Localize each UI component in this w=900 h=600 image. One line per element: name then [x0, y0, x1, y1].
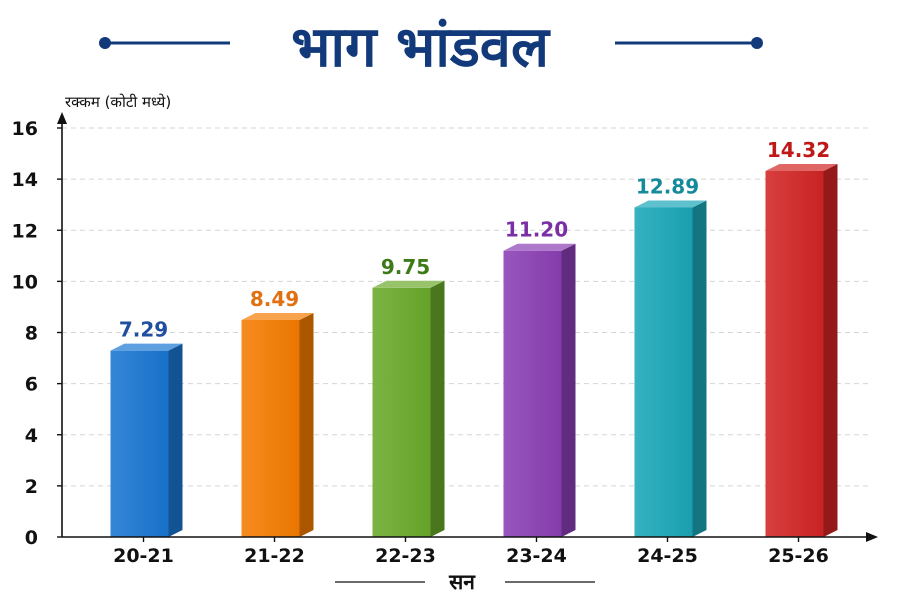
x-axis-arrow: [866, 532, 878, 542]
bar-side: [823, 163, 838, 537]
x-axis-label-group: सन: [335, 570, 595, 594]
y-axis-label: रक्कम (कोटी मध्ये): [65, 93, 171, 111]
y-tick-labels: 0 2 4 6 8 10 12 14 16: [12, 118, 62, 549]
bar-top: [241, 312, 314, 320]
chart-title: भाग भांडवल: [291, 15, 551, 80]
bar-top: [503, 243, 576, 251]
title-group: भाग भांडवल: [99, 15, 763, 80]
x-tick-label: 23-24: [506, 545, 567, 567]
bar-24-25: [634, 200, 707, 537]
bar-side: [692, 200, 707, 537]
y-tick-label: 16: [12, 118, 38, 140]
bar-front: [634, 207, 693, 537]
axes: [57, 112, 878, 542]
bar-side: [561, 243, 576, 537]
bar-front: [110, 350, 169, 537]
value-label: 7.29: [119, 318, 168, 342]
x-tick-label: 21-22: [244, 545, 305, 567]
title-right-dot: [751, 37, 763, 49]
bar-top: [110, 343, 183, 351]
value-label: 12.89: [636, 174, 699, 198]
value-label: 9.75: [381, 255, 430, 279]
bar-25-26: [765, 163, 838, 537]
x-tick-label: 25-26: [768, 545, 829, 567]
x-tick-label: 24-25: [637, 545, 698, 567]
value-label: 11.20: [505, 218, 568, 242]
bar-top: [765, 163, 838, 171]
y-tick-label: 0: [25, 527, 38, 549]
y-tick-label: 6: [25, 374, 38, 396]
y-tick-label: 10: [12, 271, 38, 293]
y-tick-label: 4: [25, 425, 38, 447]
bar-front: [241, 319, 300, 537]
grid-lines: [62, 127, 868, 487]
bar-front: [765, 170, 824, 537]
y-tick-label: 8: [25, 323, 38, 345]
bar-22-23: [372, 280, 445, 537]
bar-23-24: [503, 243, 576, 537]
bar-front: [503, 250, 562, 537]
bar-top: [372, 280, 445, 288]
x-axis-label: सन: [448, 570, 476, 594]
bar-front: [372, 287, 431, 537]
x-tick-labels: 20-21 21-22 22-23 23-24 24-25 25-26: [113, 537, 829, 567]
bar-21-22: [241, 312, 314, 537]
bar-side: [299, 312, 314, 537]
value-labels: 7.29 8.49 9.75 11.20 12.89 14.32: [119, 138, 830, 342]
x-tick-label: 20-21: [113, 545, 174, 567]
y-tick-label: 12: [12, 220, 38, 242]
y-tick-label: 2: [25, 476, 38, 498]
bar-20-21: [110, 343, 183, 537]
bar-side: [168, 343, 183, 537]
x-tick-label: 22-23: [375, 545, 436, 567]
bars: [110, 163, 838, 537]
value-label: 14.32: [767, 138, 830, 162]
bar-top: [634, 200, 707, 208]
bar-side: [430, 280, 445, 537]
title-left-dot: [99, 37, 111, 49]
y-tick-label: 14: [12, 169, 38, 191]
y-axis-arrow: [57, 112, 67, 124]
value-label: 8.49: [250, 287, 299, 311]
